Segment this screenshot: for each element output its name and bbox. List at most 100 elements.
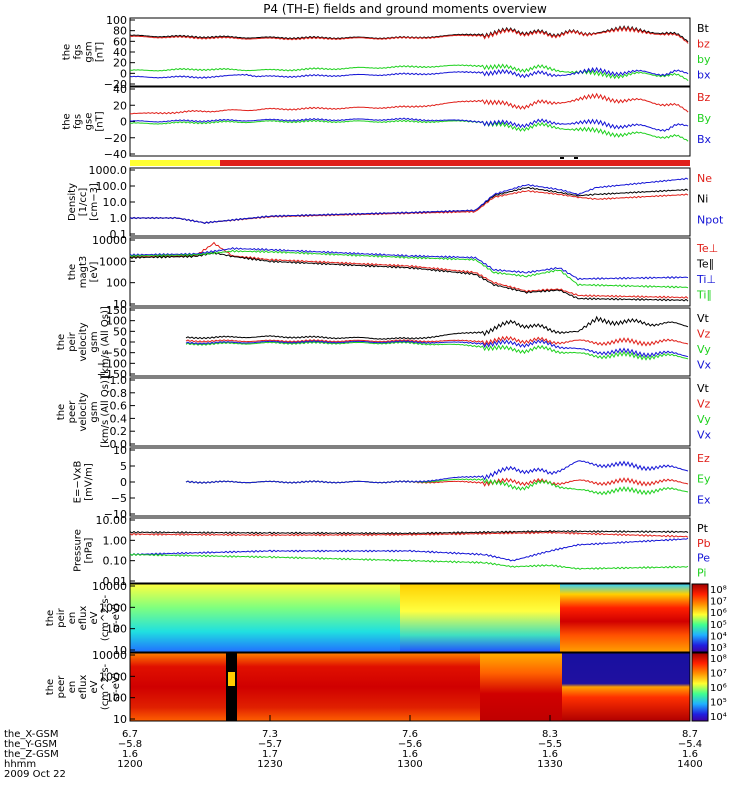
y-axis-label: eV xyxy=(89,611,100,624)
y-axis-label: gse xyxy=(84,113,95,131)
x-axis-row-label: the_Z-GSM xyxy=(4,749,59,760)
x-tick-label: 1330 xyxy=(537,759,562,770)
panel-9: 10000 1000 100 10 the peir en eflux eV (cm^2-s-sr… xyxy=(45,580,727,657)
y-tick-label: 1.0 xyxy=(110,374,128,387)
y-axis-label: Density xyxy=(67,183,78,221)
series-by xyxy=(129,63,689,81)
series-Bx xyxy=(129,117,689,132)
legend-By: By xyxy=(697,112,712,125)
series-Pe xyxy=(129,537,689,562)
y-tick-label: 150 xyxy=(106,304,127,317)
y-tick-label: 1000 xyxy=(99,255,127,268)
y-axis-label: [km/s (All Qs)] xyxy=(100,306,111,378)
series-Te⊥ xyxy=(129,241,689,299)
y-axis-label: magt3 xyxy=(78,256,89,289)
y-tick-label: −100 xyxy=(97,357,127,370)
y-tick-label: −20 xyxy=(104,78,127,91)
y-tick-label: −40 xyxy=(104,148,127,161)
y-axis-label: velocity xyxy=(78,392,89,431)
y-tick-label: 20 xyxy=(113,99,127,112)
y-tick-label: 0.4 xyxy=(110,412,128,425)
y-tick-label: 0.10 xyxy=(103,555,128,568)
y-axis-label: en xyxy=(67,612,78,625)
y-tick-label: 80 xyxy=(113,25,127,38)
legend-Ti⊥: Ti⊥ xyxy=(696,273,716,286)
x-tick-label: 1.6 xyxy=(402,749,418,760)
series-Pb xyxy=(129,531,689,538)
legend-Ex: Ex xyxy=(697,493,711,506)
series-Ti⊥ xyxy=(129,246,689,281)
legend-Ez: Ez xyxy=(697,452,710,465)
colorbar-tick: 10⁴ xyxy=(710,712,727,723)
y-tick-label: 10 xyxy=(113,444,127,457)
x-tick-label: 1300 xyxy=(397,759,422,770)
series-Pt xyxy=(129,529,689,535)
y-tick-label: 10 xyxy=(113,713,127,726)
x-tick-label: 1400 xyxy=(677,759,702,770)
panel-frame xyxy=(129,167,691,237)
legend-Npot: Npot xyxy=(697,213,724,226)
y-tick-label: 0.01 xyxy=(103,575,128,588)
y-tick-label: 0.0 xyxy=(110,438,128,451)
legend-bx: bx xyxy=(697,69,711,82)
y-tick-label: 10.00 xyxy=(96,514,128,527)
y-tick-label: −50 xyxy=(104,347,127,360)
y-tick-label: 0.2 xyxy=(110,425,128,438)
y-axis-label: velocity xyxy=(78,322,89,361)
colorbar-tick: 10⁴ xyxy=(710,631,727,642)
series-Te∥ xyxy=(129,251,689,302)
y-axis-label: peir xyxy=(67,331,78,351)
y-axis-label: [eV] xyxy=(89,262,100,283)
y-tick-label: −150 xyxy=(97,368,127,381)
colorbar-tick: 10³ xyxy=(710,643,727,654)
series-Vy xyxy=(185,341,689,361)
mode-bar-tick xyxy=(560,157,564,159)
y-tick-label: 50 xyxy=(113,325,127,338)
legend-Vt: Vt xyxy=(697,382,710,395)
ion-spectrogram xyxy=(130,584,690,652)
series-Pi xyxy=(129,553,689,570)
y-tick-label: 1000 xyxy=(99,601,127,614)
y-tick-label: 1.0 xyxy=(110,212,128,225)
y-tick-label: 10000 xyxy=(92,234,127,247)
y-tick-label: 20 xyxy=(113,57,127,70)
y-axis-label: eV xyxy=(89,680,100,693)
panel-4: 10000 1000 100 10 the magt3 [eV] Te⊥ Te∥ Ti⊥ Ti∥ xyxy=(67,234,718,311)
y-tick-label: 0 xyxy=(120,116,127,129)
mode-bar-red xyxy=(220,160,690,166)
x-axis-row-label: 2009 Oct 22 xyxy=(4,769,66,780)
series-Ne xyxy=(129,189,689,224)
y-axis-label: peer xyxy=(56,675,67,699)
y-axis-label: gsm xyxy=(84,41,95,62)
y-tick-label: 40 xyxy=(113,46,127,59)
y-tick-label: 10 xyxy=(113,298,127,311)
y-axis-label: the xyxy=(45,679,56,695)
legend-Ne: Ne xyxy=(697,172,712,185)
y-axis-label: (cm^2-s- xyxy=(100,663,111,710)
x-tick-label: −5.8 xyxy=(118,739,142,750)
legend-Vz: Vz xyxy=(697,328,711,341)
y-axis-label: en xyxy=(67,681,78,694)
x-tick-label: 1.6 xyxy=(542,749,558,760)
legend-Pi: Pi xyxy=(697,566,706,579)
panel-frame xyxy=(129,377,691,447)
y-tick-label: −5 xyxy=(111,492,127,505)
legend-Vz: Vz xyxy=(697,398,711,411)
panel-7: 10 5 0 −5 −10 E=−VxB [mV/m] Ez Ey Ex xyxy=(73,444,711,521)
colorbar-tick: 10⁷ xyxy=(710,669,727,680)
y-tick-label: 100 xyxy=(106,14,127,27)
y-axis-label: the xyxy=(45,610,56,626)
y-tick-label: 100 xyxy=(106,623,127,636)
y-tick-label: 100 xyxy=(106,692,127,705)
y-axis-label: [mV/m] xyxy=(84,463,95,501)
x-tick-label: −5.7 xyxy=(258,739,282,750)
y-axis-label: Pressure xyxy=(73,529,84,572)
y-tick-label: 10 xyxy=(113,644,127,657)
y-axis-label: [nPa] xyxy=(84,537,95,563)
colorbar-tick: 10⁵ xyxy=(710,620,727,631)
y-tick-label: 100 xyxy=(106,315,127,328)
plot-title: P4 (TH-E) fields and ground moments over… xyxy=(263,2,547,16)
